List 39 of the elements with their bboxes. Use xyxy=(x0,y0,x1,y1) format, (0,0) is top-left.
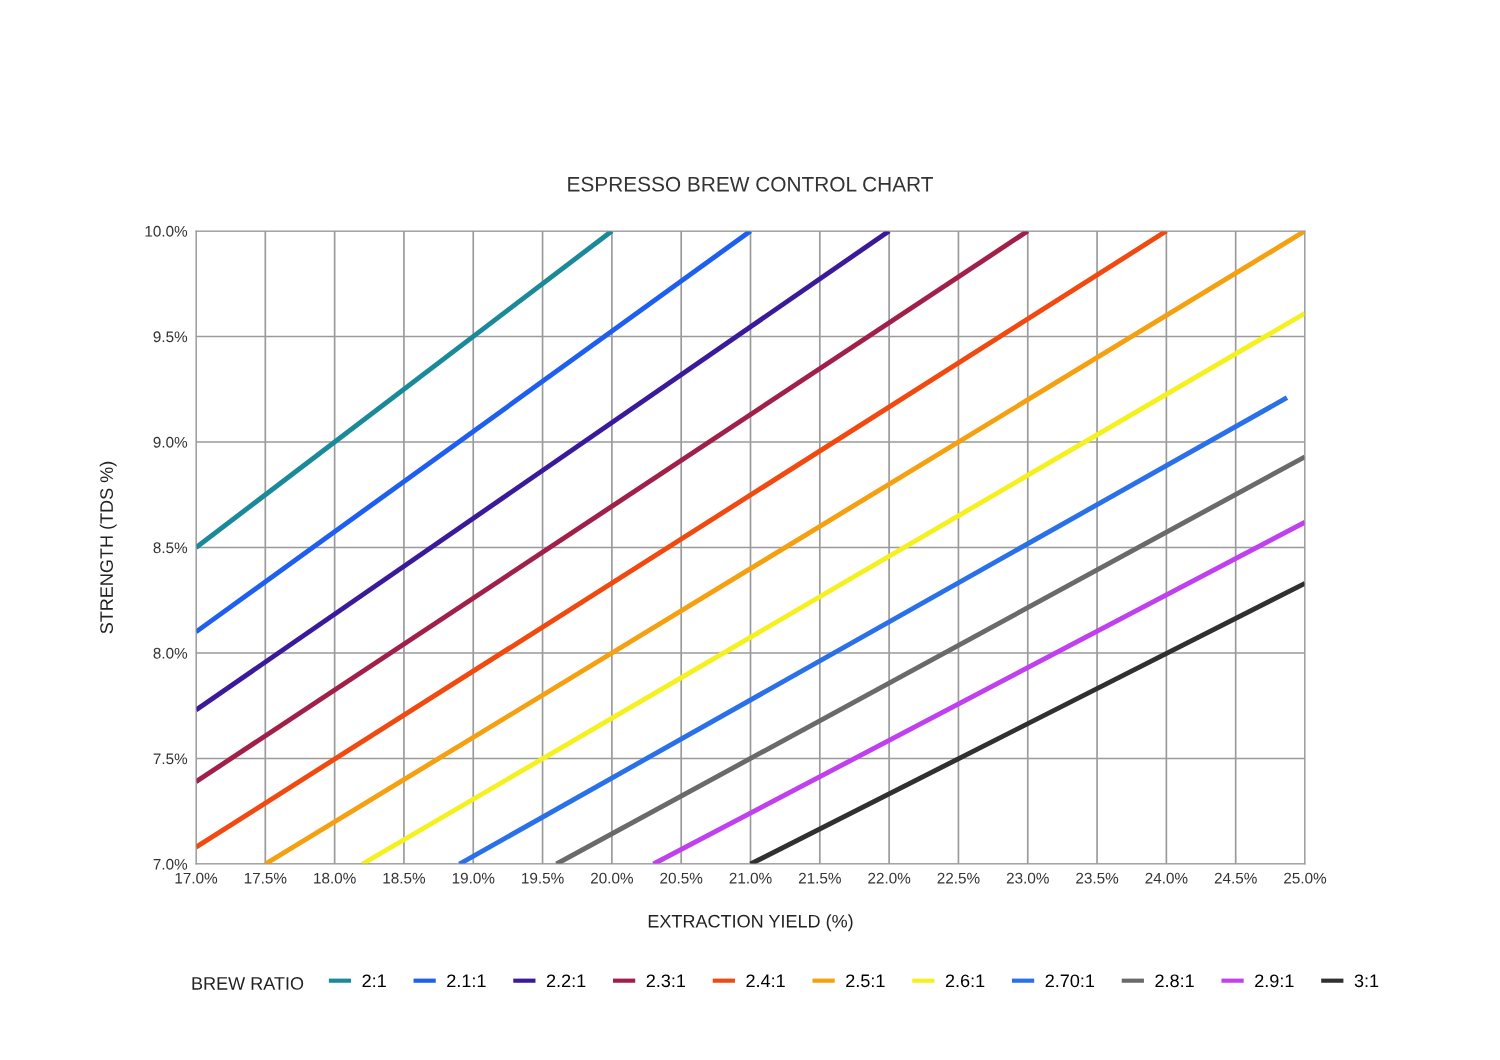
legend-label: 2.1:1 xyxy=(447,974,486,987)
x-tick-label: 23.5% xyxy=(1076,872,1119,884)
legend-label: 3:1 xyxy=(1354,974,1379,988)
legend-label: 2.6:1 xyxy=(945,974,985,988)
x-tick-label: 19.5% xyxy=(522,872,564,884)
legend-label: 2.4:1 xyxy=(746,974,785,987)
x-tick-label: 21.5% xyxy=(798,872,841,884)
x-tick-label: 23.0% xyxy=(1006,872,1049,884)
y-tick-label: 7.0% xyxy=(153,858,188,870)
x-tick-label: 21.0% xyxy=(729,872,772,884)
legend-label: 2.3:1 xyxy=(646,974,686,988)
y-tick-label: 8.0% xyxy=(153,647,188,659)
x-tick-label: 22.5% xyxy=(937,872,980,884)
x-tick-label: 25.0% xyxy=(1284,872,1327,884)
legend-label: 2.8:1 xyxy=(1155,974,1194,988)
y-axis-title: STRENGTH (TDS %) xyxy=(99,461,117,634)
legend-label: 2.9:1 xyxy=(1255,974,1294,988)
x-tick-label: 20.0% xyxy=(590,872,633,884)
x-tick-label: 17.0% xyxy=(175,872,218,884)
x-tick-label: 18.0% xyxy=(314,872,356,884)
y-tick-label: 8.5% xyxy=(153,542,188,554)
y-tick-label: 7.5% xyxy=(153,753,188,765)
y-tick-label: 9.5% xyxy=(153,331,188,343)
legend-label: 2:1 xyxy=(362,974,386,987)
legend-title: BREW RATIO xyxy=(192,977,304,990)
x-tick-label: 17.5% xyxy=(244,872,287,884)
chart-title: ESPRESSO BREW CONTROL CHART xyxy=(568,176,933,192)
legend-label: 2.70:1 xyxy=(1045,974,1095,988)
x-tick-label: 20.5% xyxy=(660,872,703,884)
x-tick-label: 24.5% xyxy=(1214,872,1257,884)
legend-label: 2.5:1 xyxy=(846,974,885,988)
x-tick-label: 18.5% xyxy=(383,872,426,884)
legend-label: 2.2:1 xyxy=(546,974,586,987)
x-tick-label: 22.0% xyxy=(868,872,911,884)
x-tick-label: 24.0% xyxy=(1145,872,1188,884)
x-axis-title: EXTRACTION YIELD (%) xyxy=(648,914,853,932)
y-tick-label: 9.0% xyxy=(153,436,188,448)
x-tick-label: 19.0% xyxy=(452,872,495,884)
y-tick-label: 10.0% xyxy=(145,225,188,237)
